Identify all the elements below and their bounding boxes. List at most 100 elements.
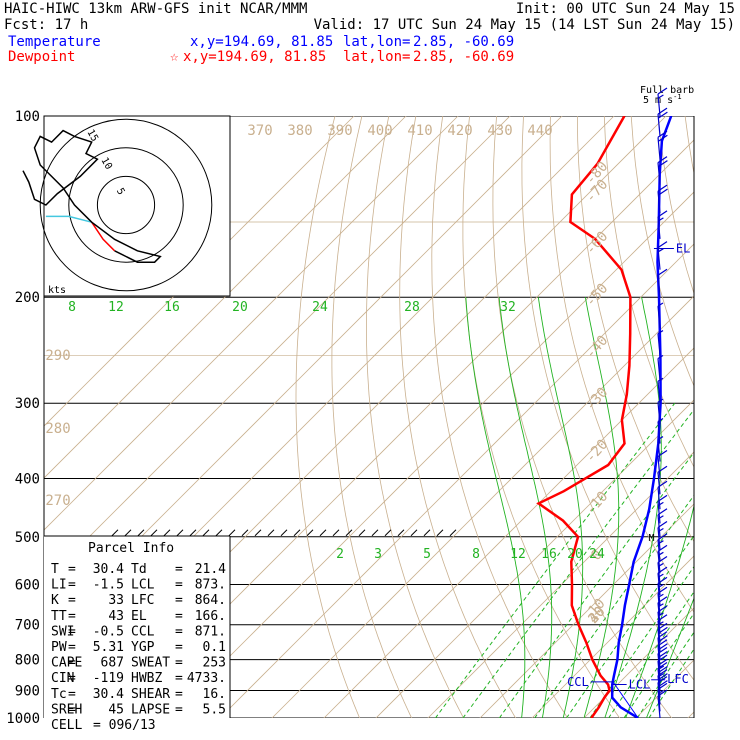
wind-barb	[657, 184, 668, 214]
isotherm-line	[375, 399, 694, 718]
dry-adiabat-label: 370	[247, 123, 272, 139]
wind-barb-title: Full barb	[640, 85, 694, 96]
wind-barb	[657, 241, 668, 270]
freezing-hatch-mark	[163, 529, 171, 537]
parcel-info-value: 687	[101, 656, 124, 671]
freezing-hatch-mark	[332, 529, 340, 537]
mixing-ratio-labels: 8 12 16 20 24 28 32 2 3 5 8 12 16 20 24	[68, 300, 605, 562]
freezing-hatch-mark	[124, 529, 132, 537]
dry-adiabat-label: 390	[327, 123, 352, 139]
parcel-info-equals: =	[175, 687, 183, 702]
parcel-info-value: 253	[203, 656, 226, 671]
parcel-info-value: 871.	[195, 624, 226, 639]
mixing-ratio-label: 2	[336, 547, 344, 562]
freezing-hatch-mark	[397, 529, 405, 537]
mixing-ratio-label: 32	[500, 300, 516, 315]
hodograph-ring	[68, 147, 184, 263]
hodograph-units: kts	[48, 285, 66, 296]
mixing-ratio-label: 16	[541, 547, 557, 562]
parcel-info-label: TT	[51, 609, 67, 624]
parcel-info-label: K	[51, 593, 59, 608]
freezing-hatch-mark	[150, 529, 158, 537]
freezing-hatch-mark	[137, 529, 145, 537]
isotherm-line	[44, 116, 355, 427]
parcel-info-equals: =	[175, 562, 183, 577]
isotherm-line	[167, 191, 694, 718]
mixing-ratio-label: 12	[510, 547, 526, 562]
mixing-ratio-line	[498, 451, 694, 718]
wind-barb	[657, 210, 668, 239]
dry-adiabat-label: 440	[527, 123, 552, 139]
freezing-hatch-mark	[306, 529, 314, 537]
parcel-info-equals: =	[175, 578, 183, 593]
m-marker-label: M	[649, 533, 655, 544]
parcel-info-title: Parcel Info	[88, 541, 174, 556]
parcel-info-box: Parcel Info T = 30.4 Td = 21.4LI = -1.5 LCL = 873.…	[44, 535, 231, 733]
hodograph-ring-label: 5	[114, 186, 127, 197]
freezing-hatch-mark	[436, 529, 444, 537]
parcel-info-value: 873.	[195, 578, 226, 593]
forecast-hour: Fcst: 17 h	[4, 17, 88, 33]
dewpoint-latlon-value: 2.85, -60.69	[413, 49, 514, 65]
lcl-marker-label: LCL	[629, 677, 651, 691]
parcel-info-equals: =	[175, 656, 183, 671]
parcel-info-value: 5.31	[93, 640, 124, 655]
hodograph-ring-label: 15	[84, 128, 100, 144]
dewpoint-latlon-label: lat,lon=	[343, 49, 410, 65]
freezing-hatch-mark	[358, 529, 366, 537]
parcel-info-label: SWI	[51, 624, 74, 639]
mixing-ratio-line	[623, 612, 694, 718]
dry-adiabat-line	[603, 116, 694, 468]
parcel-info-label: LCL	[131, 578, 155, 593]
pressure-tick-label: 1000	[6, 711, 40, 727]
hodograph-ring	[39, 118, 213, 292]
parcel-info-value: 166.	[195, 609, 226, 624]
dry-adiabat-label: 290	[45, 348, 70, 364]
freezing-hatch-mark	[202, 529, 210, 537]
parcel-info-equals: =	[68, 640, 76, 655]
dry-adiabat-line	[630, 116, 694, 387]
freezing-hatch-mark	[293, 529, 301, 537]
dry-adiabat-line	[399, 116, 517, 718]
mixing-ratio-label: 16	[164, 300, 180, 315]
valid-time: Valid: 17 UTC Sun 24 May 15 (14 LST Sun …	[314, 17, 735, 33]
parcel-info-equals: =	[68, 562, 76, 577]
hodograph-trace-mid	[91, 221, 116, 252]
series-line-dewpoint	[536, 116, 632, 718]
dewpoint-star-icon: ☆	[170, 49, 179, 65]
parcel-info-value: 21.4	[195, 562, 226, 577]
parcel-info-value: 864.	[195, 593, 226, 608]
parcel-info-equals: =	[175, 671, 183, 686]
parcel-info-value: = 096/13	[93, 718, 156, 733]
wind-barb	[657, 87, 668, 117]
dry-adiabat-line	[431, 116, 569, 718]
moist-adiabat-line	[465, 297, 526, 718]
mixing-ratio-label: 5	[423, 547, 431, 562]
dewpoint-legend: Dewpoint	[8, 49, 75, 65]
parcel-info-label: CCL	[131, 624, 155, 639]
isotherm-line	[219, 243, 694, 718]
parcel-info-value: 43	[108, 609, 124, 624]
moist-adiabats	[465, 297, 694, 718]
pressure-tick-label: 300	[15, 396, 40, 412]
parcel-info-equals: =	[175, 624, 183, 639]
parcel-path-line	[613, 682, 639, 718]
freezing-hatch-mark	[111, 529, 119, 537]
mixing-ratio-label: 24	[589, 547, 605, 562]
mixing-ratio-line	[462, 408, 694, 718]
mixing-ratio-label: 20	[232, 300, 248, 315]
hodograph-trace-low	[45, 215, 92, 223]
moist-adiabat-line	[537, 297, 584, 718]
dry-adiabat-label: 270	[45, 493, 70, 509]
parcel-info-label: HWBZ	[131, 671, 162, 686]
hodograph-ring	[96, 175, 156, 235]
freezing-hatch-mark	[371, 529, 379, 537]
parcel-info-label: T	[51, 562, 59, 577]
pressure-tick-label: 900	[15, 683, 40, 699]
hodograph-ring-label: 10	[98, 156, 114, 172]
chart-title: HAIC-HIWC 13km ARW-GFS init NCAR/MMM	[4, 1, 307, 17]
dry-adiabat-label: 410	[407, 123, 432, 139]
parcel-info-label: SWEAT	[131, 656, 170, 671]
